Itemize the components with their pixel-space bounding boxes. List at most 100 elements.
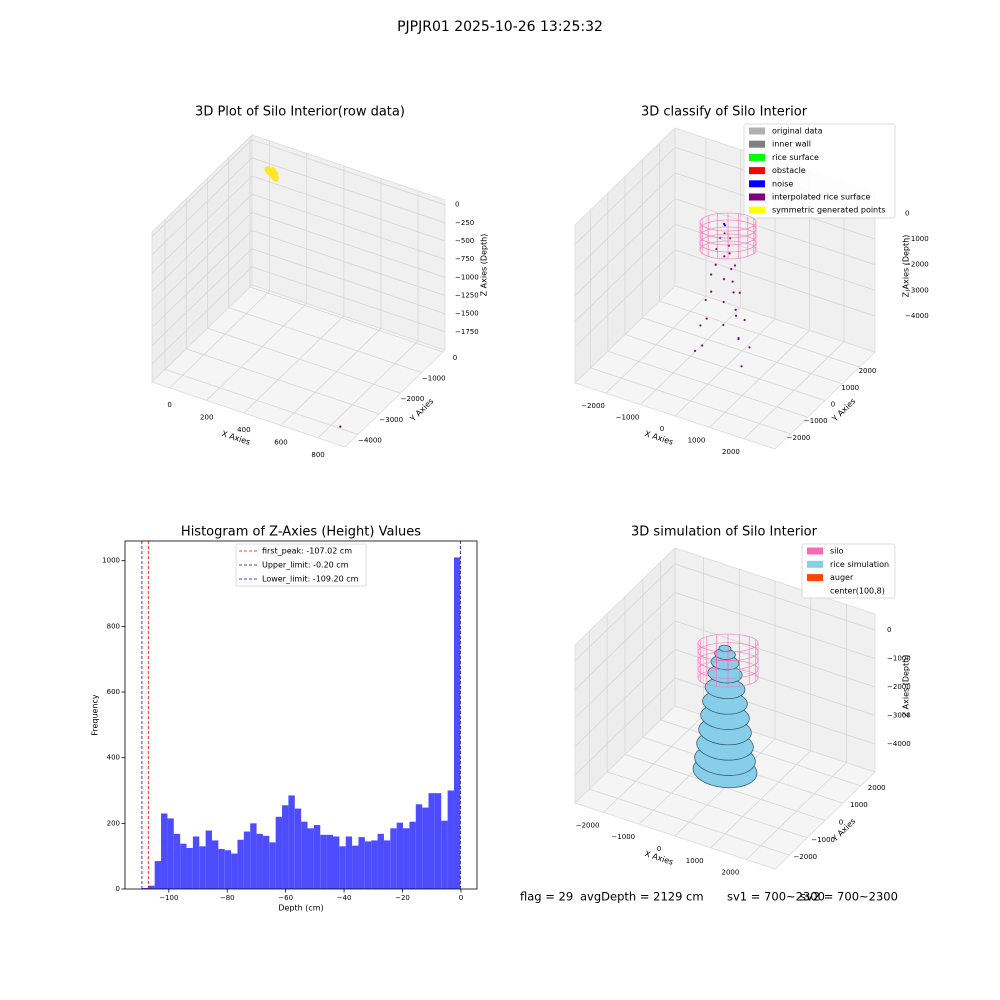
- x-axis-label: Depth (cm): [278, 904, 323, 913]
- grid-line: [151, 193, 446, 292]
- point: [270, 172, 277, 179]
- z-axis-label: Z Axies (Depth): [480, 234, 489, 297]
- legend-swatch: [749, 127, 765, 135]
- bar: [243, 831, 251, 889]
- y-tick-label: 0: [831, 401, 835, 409]
- z-tick-label: −750: [455, 255, 474, 263]
- legend-label: center(100,8): [830, 586, 885, 595]
- grid-line: [574, 249, 876, 348]
- bar: [275, 816, 283, 889]
- x-tick-label: −20: [395, 894, 410, 902]
- grid-line: [185, 198, 380, 415]
- x-tick-label: −80: [220, 894, 235, 902]
- grid-line: [206, 153, 308, 401]
- z-tick-label: −1250: [455, 292, 479, 300]
- z-tick-label: −3000: [887, 712, 911, 720]
- grid-line: [641, 159, 843, 385]
- legend-label: rice surface: [772, 153, 819, 162]
- grid-line: [151, 175, 446, 274]
- bar: [326, 834, 333, 889]
- grid-line: [574, 677, 876, 776]
- y-tick-label: −1000: [811, 836, 835, 844]
- footer-text: avgDepth = 2129 cm: [580, 890, 704, 904]
- bar: [186, 847, 193, 889]
- point: [723, 224, 727, 227]
- bar: [415, 804, 423, 889]
- axes-3d: −2000 −1000 0 1000 2000 −2000 −1000 0 1000 2000 0 −…: [574, 547, 911, 877]
- grid-line: [588, 631, 790, 856]
- x-tick-label: 400: [237, 426, 250, 434]
- point: [699, 324, 702, 327]
- bar: [383, 840, 391, 889]
- grid-line: [151, 211, 446, 310]
- z-tick-label: −4000: [887, 740, 911, 748]
- legend-swatch: [749, 180, 765, 188]
- legend-label: Lower_limit: -109.20 cm: [262, 575, 359, 584]
- x-tick-label: −1000: [611, 833, 635, 841]
- grid-line: [574, 198, 876, 296]
- panel-title: Histogram of Z-Axies (Height) Values: [181, 525, 421, 540]
- bar: [224, 850, 232, 889]
- bar: [428, 793, 435, 889]
- axes-frame: [124, 540, 478, 890]
- grid-line: [607, 193, 808, 418]
- bar: [301, 821, 308, 889]
- point: [738, 291, 741, 294]
- grid-line: [624, 176, 826, 401]
- y-tick-label: −2000: [787, 434, 811, 442]
- bar: [288, 795, 295, 889]
- bar: [205, 830, 212, 889]
- y-tick-label: −2000: [793, 853, 817, 861]
- point: [731, 280, 734, 283]
- y-tick-label: 400: [107, 754, 120, 762]
- bar: [453, 557, 461, 889]
- z-tick-label: −3000: [905, 286, 929, 294]
- bar: [167, 818, 174, 889]
- bar: [307, 828, 314, 889]
- bar: [332, 836, 340, 889]
- grid-line: [574, 620, 876, 719]
- surface-ring: [718, 644, 732, 652]
- legend-swatch: [749, 140, 765, 148]
- bar: [396, 822, 404, 889]
- bar: [352, 845, 359, 889]
- bar: [148, 885, 155, 889]
- y-tick-label: 0: [839, 819, 843, 827]
- grid-line: [151, 230, 446, 328]
- grid-line: [164, 219, 359, 435]
- legend-swatch: [807, 587, 823, 595]
- x-tick-label: −2000: [581, 402, 605, 410]
- y-tick-label: −3000: [379, 416, 403, 424]
- z-tick-label: 0: [905, 209, 909, 217]
- y-tick-label: 1000: [841, 384, 859, 392]
- y-tick-label: 2000: [868, 784, 886, 792]
- bar: [141, 888, 149, 889]
- point: [730, 267, 733, 271]
- legend-swatch: [749, 153, 765, 161]
- bar: [358, 837, 365, 889]
- y-axis-label: Frequency: [91, 694, 100, 736]
- legend-swatch: [749, 193, 765, 201]
- legend-label: inner wall: [772, 140, 811, 149]
- grid-line: [642, 579, 844, 804]
- bar: [231, 853, 238, 889]
- z-tick-label: −2000: [905, 261, 929, 269]
- point: [728, 252, 731, 255]
- grid-line: [317, 190, 419, 439]
- x-tick-label: 0: [657, 845, 661, 853]
- point: [743, 318, 746, 322]
- bar: [345, 836, 353, 889]
- x-tick-label: 0: [660, 425, 664, 433]
- legend-label: original data: [772, 127, 823, 136]
- grid-line: [590, 209, 791, 435]
- panel-title: 3D classify of Silo Interior: [641, 105, 808, 120]
- bar: [409, 821, 416, 889]
- silo-cylinder: [697, 633, 759, 688]
- x-tick-label: 1000: [688, 436, 706, 444]
- y-tick-label: 200: [107, 819, 120, 827]
- point: [722, 323, 725, 327]
- y-tick-label: 0: [453, 354, 457, 362]
- grid-line: [674, 581, 776, 837]
- bar: [218, 848, 225, 889]
- z-axis-label: Z Axies (Depth): [902, 655, 911, 718]
